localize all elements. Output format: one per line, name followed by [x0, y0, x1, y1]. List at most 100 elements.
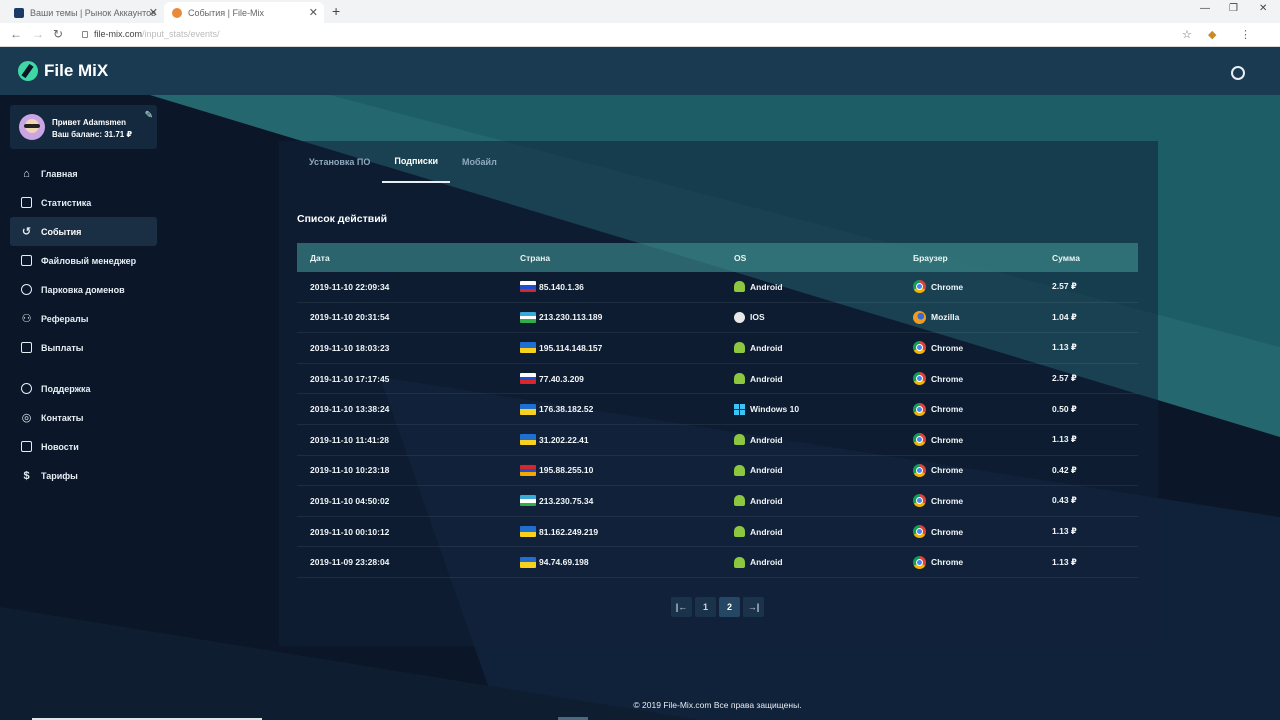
- android-icon: [734, 281, 745, 293]
- chrome-icon: [913, 280, 926, 294]
- cell-browser: Chrome: [900, 341, 1039, 355]
- apple-icon: [734, 311, 745, 323]
- sidebar-item-label: Рефералы: [41, 313, 89, 324]
- cell-ip: 31.202.22.41: [539, 434, 589, 445]
- users-icon: ⚇: [21, 313, 32, 325]
- page-button[interactable]: 1: [695, 597, 716, 617]
- browser-tab[interactable]: Ваши темы | Рынок Аккаунтов ✕: [6, 2, 164, 23]
- sidebar-item-contacts[interactable]: ◎ Контакты: [10, 403, 157, 432]
- sidebar-item-file-manager[interactable]: Файловый менеджер: [10, 246, 157, 275]
- sidebar-item-payouts[interactable]: Выплаты: [10, 333, 157, 362]
- sidebar-item-tariffs[interactable]: $ Тарифы: [10, 461, 157, 490]
- cell-country: 213.230.113.189: [508, 311, 721, 323]
- close-tab-icon[interactable]: ✕: [148, 7, 158, 19]
- table-row: 2019-11-10 13:38:24 176.38.182.52 Windows …: [297, 394, 1138, 425]
- minimize-icon[interactable]: —: [1200, 3, 1210, 14]
- cell-date: 2019-11-10 11:41:28: [310, 434, 389, 445]
- new-tab-button[interactable]: +: [332, 3, 341, 19]
- url-field[interactable]: file-mix.com/input_stats/events/: [82, 29, 220, 39]
- panel-tabs: Установка ПО Подписки Мобайл: [297, 141, 509, 183]
- browser-tab-active[interactable]: События | File-Mix ✕: [164, 2, 324, 23]
- sidebar-item-news[interactable]: Новости: [10, 432, 157, 461]
- edit-profile-icon[interactable]: ✎: [144, 110, 153, 121]
- news-icon: [20, 440, 33, 453]
- country-flag-icon: [520, 311, 536, 323]
- cell-ip: 81.162.249.219: [539, 526, 599, 537]
- stats-icon: [20, 196, 33, 209]
- sidebar-item-label: Главная: [41, 168, 78, 179]
- logo[interactable]: File MiX: [18, 61, 108, 81]
- tab-mobile[interactable]: Мобайл: [461, 157, 497, 167]
- file-icon: [20, 254, 33, 267]
- bookmark-star-icon[interactable]: ☆: [1182, 29, 1192, 41]
- sidebar-item-label: Статистика: [41, 197, 92, 208]
- chrome-icon: [913, 402, 926, 416]
- globe-icon: [20, 283, 33, 296]
- events-table: Дата Страна OS Браузер Сумма 2019-11-10 …: [297, 243, 1138, 578]
- cell-sum: 1.13 ₽: [1052, 556, 1077, 567]
- sidebar-item-stats[interactable]: Статистика: [10, 188, 157, 217]
- horizontal-scrollbar[interactable]: [32, 718, 262, 720]
- events-panel: Установка ПО Подписки Мобайл Список дейс…: [279, 141, 1158, 646]
- cell-browser-label: Chrome: [931, 281, 964, 292]
- close-window-icon[interactable]: ✕: [1259, 3, 1268, 14]
- maximize-icon[interactable]: ❐: [1229, 3, 1238, 14]
- history-icon: ↺: [21, 226, 32, 238]
- palette-icon[interactable]: [1231, 66, 1245, 80]
- cell-country: 176.38.182.52: [508, 403, 721, 415]
- sidebar-item-referrals[interactable]: ⚇ Рефералы: [10, 304, 157, 333]
- cell-sum: 0.43 ₽: [1052, 495, 1077, 506]
- table-row: 2019-11-10 11:41:28 31.202.22.41 Android Ch…: [297, 425, 1138, 456]
- site-favicon-icon: [172, 7, 182, 18]
- cell-country: 85.140.1.36: [508, 281, 721, 293]
- more-menu-icon[interactable]: ⋮: [1240, 29, 1251, 41]
- cell-browser: Mozilla: [900, 310, 1039, 324]
- cell-country: 81.162.249.219: [508, 526, 721, 538]
- user-greeting: Привет Adamsmen: [52, 118, 126, 127]
- user-card: Привет Adamsmen Ваш баланс: 31.71 ₽ ✎: [10, 105, 157, 149]
- cell-os-label: Android: [750, 281, 783, 292]
- cell-ip: 94.74.69.198: [539, 557, 589, 568]
- browser-tabbar: Ваши темы | Рынок Аккаунтов ✕ События | …: [0, 0, 1280, 23]
- cell-browser: Chrome: [900, 555, 1039, 569]
- column-header-sum: Сумма: [1052, 252, 1080, 263]
- cell-browser-label: Chrome: [931, 404, 964, 415]
- sidebar-item-label: Парковка доменов: [41, 284, 125, 295]
- table-row: 2019-11-09 23:28:04 94.74.69.198 Android Ch…: [297, 547, 1138, 578]
- extension-fox-icon[interactable]: ◆: [1208, 29, 1217, 41]
- cell-os-label: Android: [750, 434, 783, 445]
- page: File MiX Привет Adamsmen Ваш баланс: 31.…: [0, 47, 1280, 720]
- cell-browser-label: Mozilla: [931, 312, 960, 323]
- sidebar-item-domains[interactable]: Парковка доменов: [10, 275, 157, 304]
- sidebar-item-events[interactable]: ↺ События: [10, 217, 157, 246]
- back-icon[interactable]: ←: [10, 27, 22, 41]
- tab-subscriptions[interactable]: Подписки: [382, 141, 450, 183]
- tab-install[interactable]: Установка ПО: [309, 157, 371, 167]
- sidebar-item-support[interactable]: Поддержка: [10, 374, 157, 403]
- cell-browser: Chrome: [900, 525, 1039, 539]
- table-body: 2019-11-10 22:09:34 85.140.1.36 Android Chr…: [297, 272, 1138, 578]
- sidebar-nav: ⌂ Главная Статистика ↺ События Файловый ме…: [10, 159, 157, 490]
- cell-os: IOS: [721, 311, 900, 323]
- cell-ip: 77.40.3.209: [539, 373, 584, 384]
- close-tab-icon[interactable]: ✕: [308, 7, 318, 19]
- country-flag-icon: [520, 342, 536, 354]
- page-button-current[interactable]: 2: [719, 597, 740, 617]
- windows-icon: [734, 403, 745, 415]
- next-page-button[interactable]: →|: [743, 597, 764, 617]
- chrome-icon: [913, 372, 926, 386]
- country-flag-icon: [520, 495, 536, 507]
- cell-country: 31.202.22.41: [508, 434, 721, 446]
- reload-icon[interactable]: ↻: [53, 27, 64, 41]
- table-header: Дата Страна OS Браузер Сумма: [297, 243, 1138, 272]
- cell-sum: 1.13 ₽: [1052, 342, 1077, 353]
- prev-page-button[interactable]: |←: [671, 597, 692, 617]
- cell-ip: 195.88.255.10: [539, 465, 594, 476]
- avatar[interactable]: [19, 114, 45, 140]
- cell-browser: Chrome: [900, 494, 1039, 508]
- chrome-icon: [913, 494, 926, 508]
- sidebar-item-home[interactable]: ⌂ Главная: [10, 159, 157, 188]
- cell-sum: 2.57 ₽: [1052, 281, 1077, 292]
- android-icon: [734, 464, 745, 476]
- forward-icon[interactable]: →: [32, 27, 44, 41]
